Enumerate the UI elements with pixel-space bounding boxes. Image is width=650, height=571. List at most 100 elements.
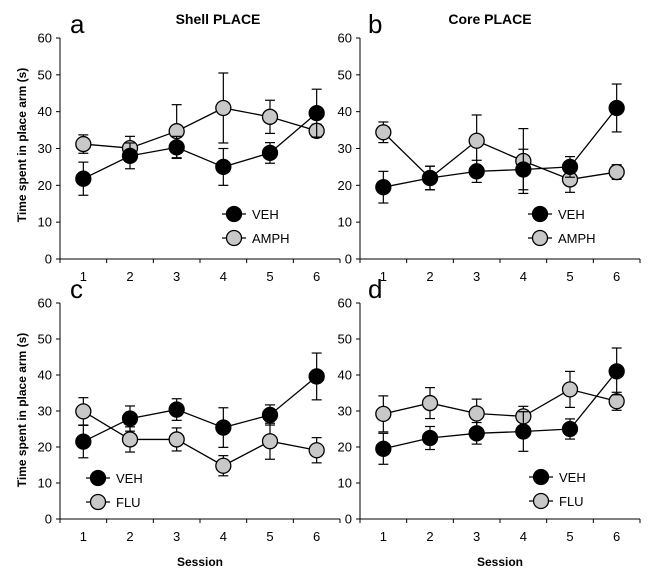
data-point <box>375 440 392 457</box>
x-tick-label: 5 <box>266 529 273 544</box>
y-tick-label: 60 <box>38 31 52 46</box>
panel-title: Shell PLACE <box>176 11 261 27</box>
series-line <box>382 131 617 181</box>
panel-letter: c <box>70 274 83 304</box>
legend: VEH AMPH <box>528 205 596 247</box>
y-tick-label: 60 <box>38 296 52 311</box>
legend: VEH FLU <box>86 469 143 511</box>
y-tick-label: 30 <box>38 404 52 419</box>
y-tick-label: 30 <box>38 141 52 156</box>
y-tick-label: 0 <box>45 252 52 267</box>
data-point <box>515 161 532 178</box>
y-tick-label: 60 <box>338 296 352 311</box>
legend-label: AMPH <box>252 231 290 246</box>
legend: VEH FLU <box>529 468 586 510</box>
x-tick-label: 4 <box>520 529 527 544</box>
data-point <box>515 423 532 440</box>
y-tick-label: 20 <box>338 440 352 455</box>
data-point <box>561 381 579 398</box>
data-point <box>421 429 439 447</box>
series-line <box>383 388 617 418</box>
x-tick-label: 6 <box>613 529 620 544</box>
legend-marker <box>531 205 549 223</box>
x-tick-label: 3 <box>173 529 180 544</box>
x-tick-label: 1 <box>380 529 387 544</box>
data-point <box>308 104 325 122</box>
y-tick-label: 50 <box>38 67 52 82</box>
y-tick-label: 10 <box>338 476 352 491</box>
y-tick-label: 10 <box>38 215 52 230</box>
y-tick-label: 40 <box>338 104 352 119</box>
legend-label: AMPH <box>558 231 596 246</box>
series-line <box>383 370 618 450</box>
y-tick-label: 50 <box>338 332 352 347</box>
panel-letter: d <box>368 274 382 304</box>
x-tick-label: 6 <box>613 269 620 284</box>
series-amph <box>75 72 325 161</box>
data-point <box>375 179 392 196</box>
data-point <box>261 144 279 162</box>
x-axis-label: Session <box>177 555 223 569</box>
data-point <box>215 99 232 117</box>
y-tick-label: 20 <box>338 178 352 193</box>
x-tick-label: 4 <box>220 269 227 284</box>
y-axis-label-top: Time spent in place arm (s) <box>15 68 29 223</box>
legend-label: FLU <box>559 494 584 509</box>
data-point <box>561 158 579 176</box>
y-tick-label: 60 <box>338 31 352 46</box>
panel-title: Core PLACE <box>448 11 531 27</box>
data-point <box>421 169 439 187</box>
series-line <box>82 410 317 467</box>
series-line <box>83 112 318 180</box>
y-tick-label: 50 <box>338 67 352 82</box>
data-point <box>608 393 625 410</box>
x-tick-label: 6 <box>313 529 320 544</box>
legend-label: VEH <box>559 470 586 485</box>
data-point <box>468 405 485 422</box>
y-tick-label: 40 <box>38 368 52 383</box>
x-tick-label: 5 <box>566 269 573 284</box>
data-point <box>215 419 232 436</box>
series-veh <box>375 347 625 465</box>
data-point <box>261 433 279 450</box>
y-tick-label: 40 <box>338 368 352 383</box>
series-flu <box>75 397 325 477</box>
data-point <box>75 433 92 450</box>
x-tick-label: 6 <box>313 269 320 284</box>
legend-label: VEH <box>252 207 279 222</box>
series-veh <box>75 352 325 459</box>
x-tick-label: 5 <box>266 269 273 284</box>
y-tick-label: 30 <box>338 141 352 156</box>
data-point <box>261 406 279 424</box>
data-point <box>421 394 439 412</box>
legend-marker <box>89 493 107 511</box>
data-point <box>168 401 185 418</box>
legend-marker <box>225 229 243 247</box>
data-point <box>215 457 232 474</box>
panel-letter: a <box>70 9 85 39</box>
panel-d: 0 10 20 30 40 50 60 1 2 3 4 5 6 Session d VEH FLU <box>338 274 641 569</box>
series-line <box>383 107 618 188</box>
data-point <box>375 124 392 141</box>
panel-a: 0 10 20 30 40 50 60 1 2 3 4 5 6 a Shell PLACE VEH AMPH <box>38 9 341 284</box>
data-point <box>168 431 185 448</box>
y-tick-label: 0 <box>345 512 352 527</box>
y-axis-label-bottom: Time spent in place arm (s) <box>15 333 29 488</box>
series-veh <box>375 83 625 204</box>
y-tick-label: 10 <box>38 476 52 491</box>
x-tick-label: 4 <box>220 529 227 544</box>
series-line <box>83 107 317 149</box>
data-point <box>375 405 392 423</box>
data-point <box>608 363 625 380</box>
series-line <box>83 375 318 443</box>
y-tick-label: 10 <box>338 215 352 230</box>
data-point <box>468 163 485 180</box>
y-tick-label: 0 <box>45 512 52 527</box>
legend-marker <box>532 492 550 510</box>
data-point <box>468 425 485 442</box>
legend-label: VEH <box>116 471 143 486</box>
panel-c: 0 10 20 30 40 50 60 1 2 3 4 5 6 Session c VEH FLU <box>38 274 341 569</box>
y-tick-label: 50 <box>38 332 52 347</box>
y-tick-label: 20 <box>38 178 52 193</box>
